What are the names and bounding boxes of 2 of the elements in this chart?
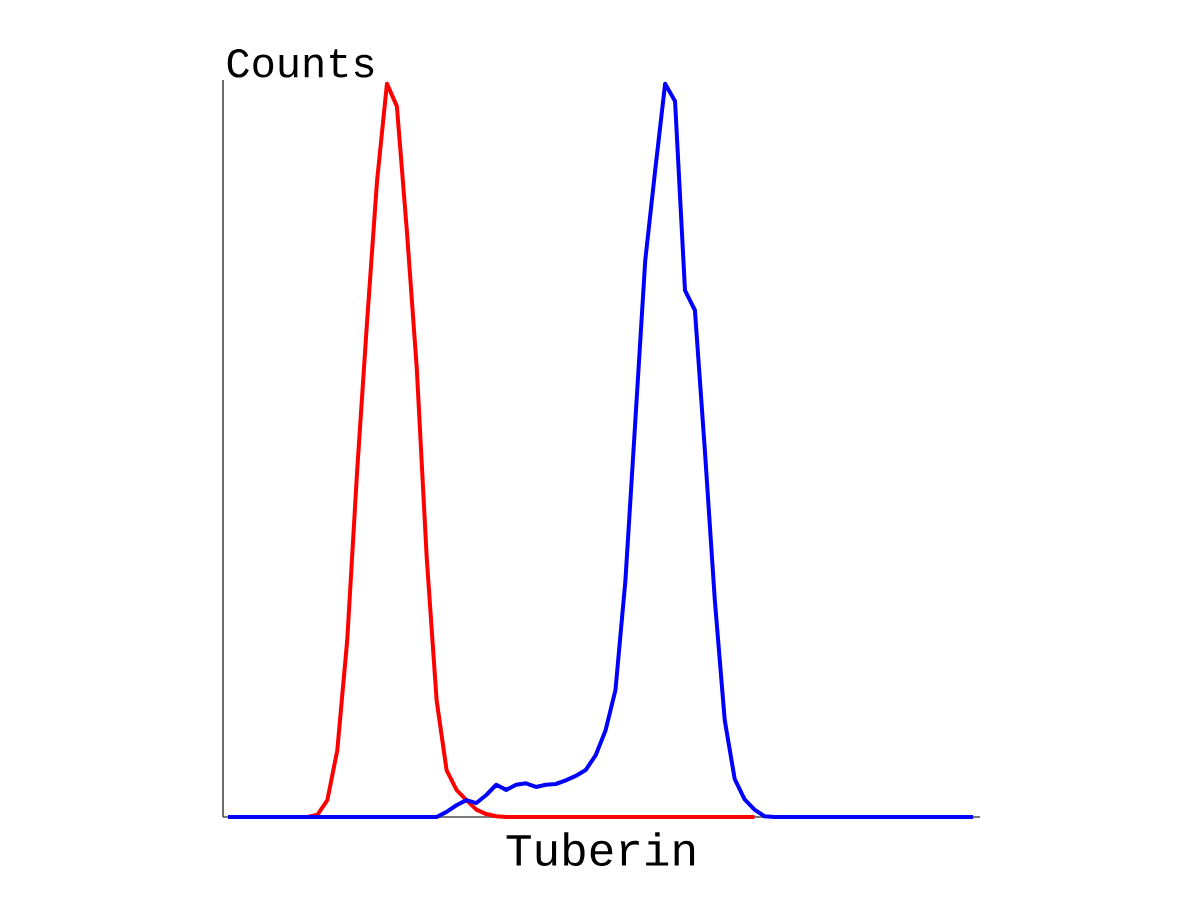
x-axis-title: Tuberin <box>506 832 695 867</box>
y-axis-title: Counts <box>227 49 374 78</box>
